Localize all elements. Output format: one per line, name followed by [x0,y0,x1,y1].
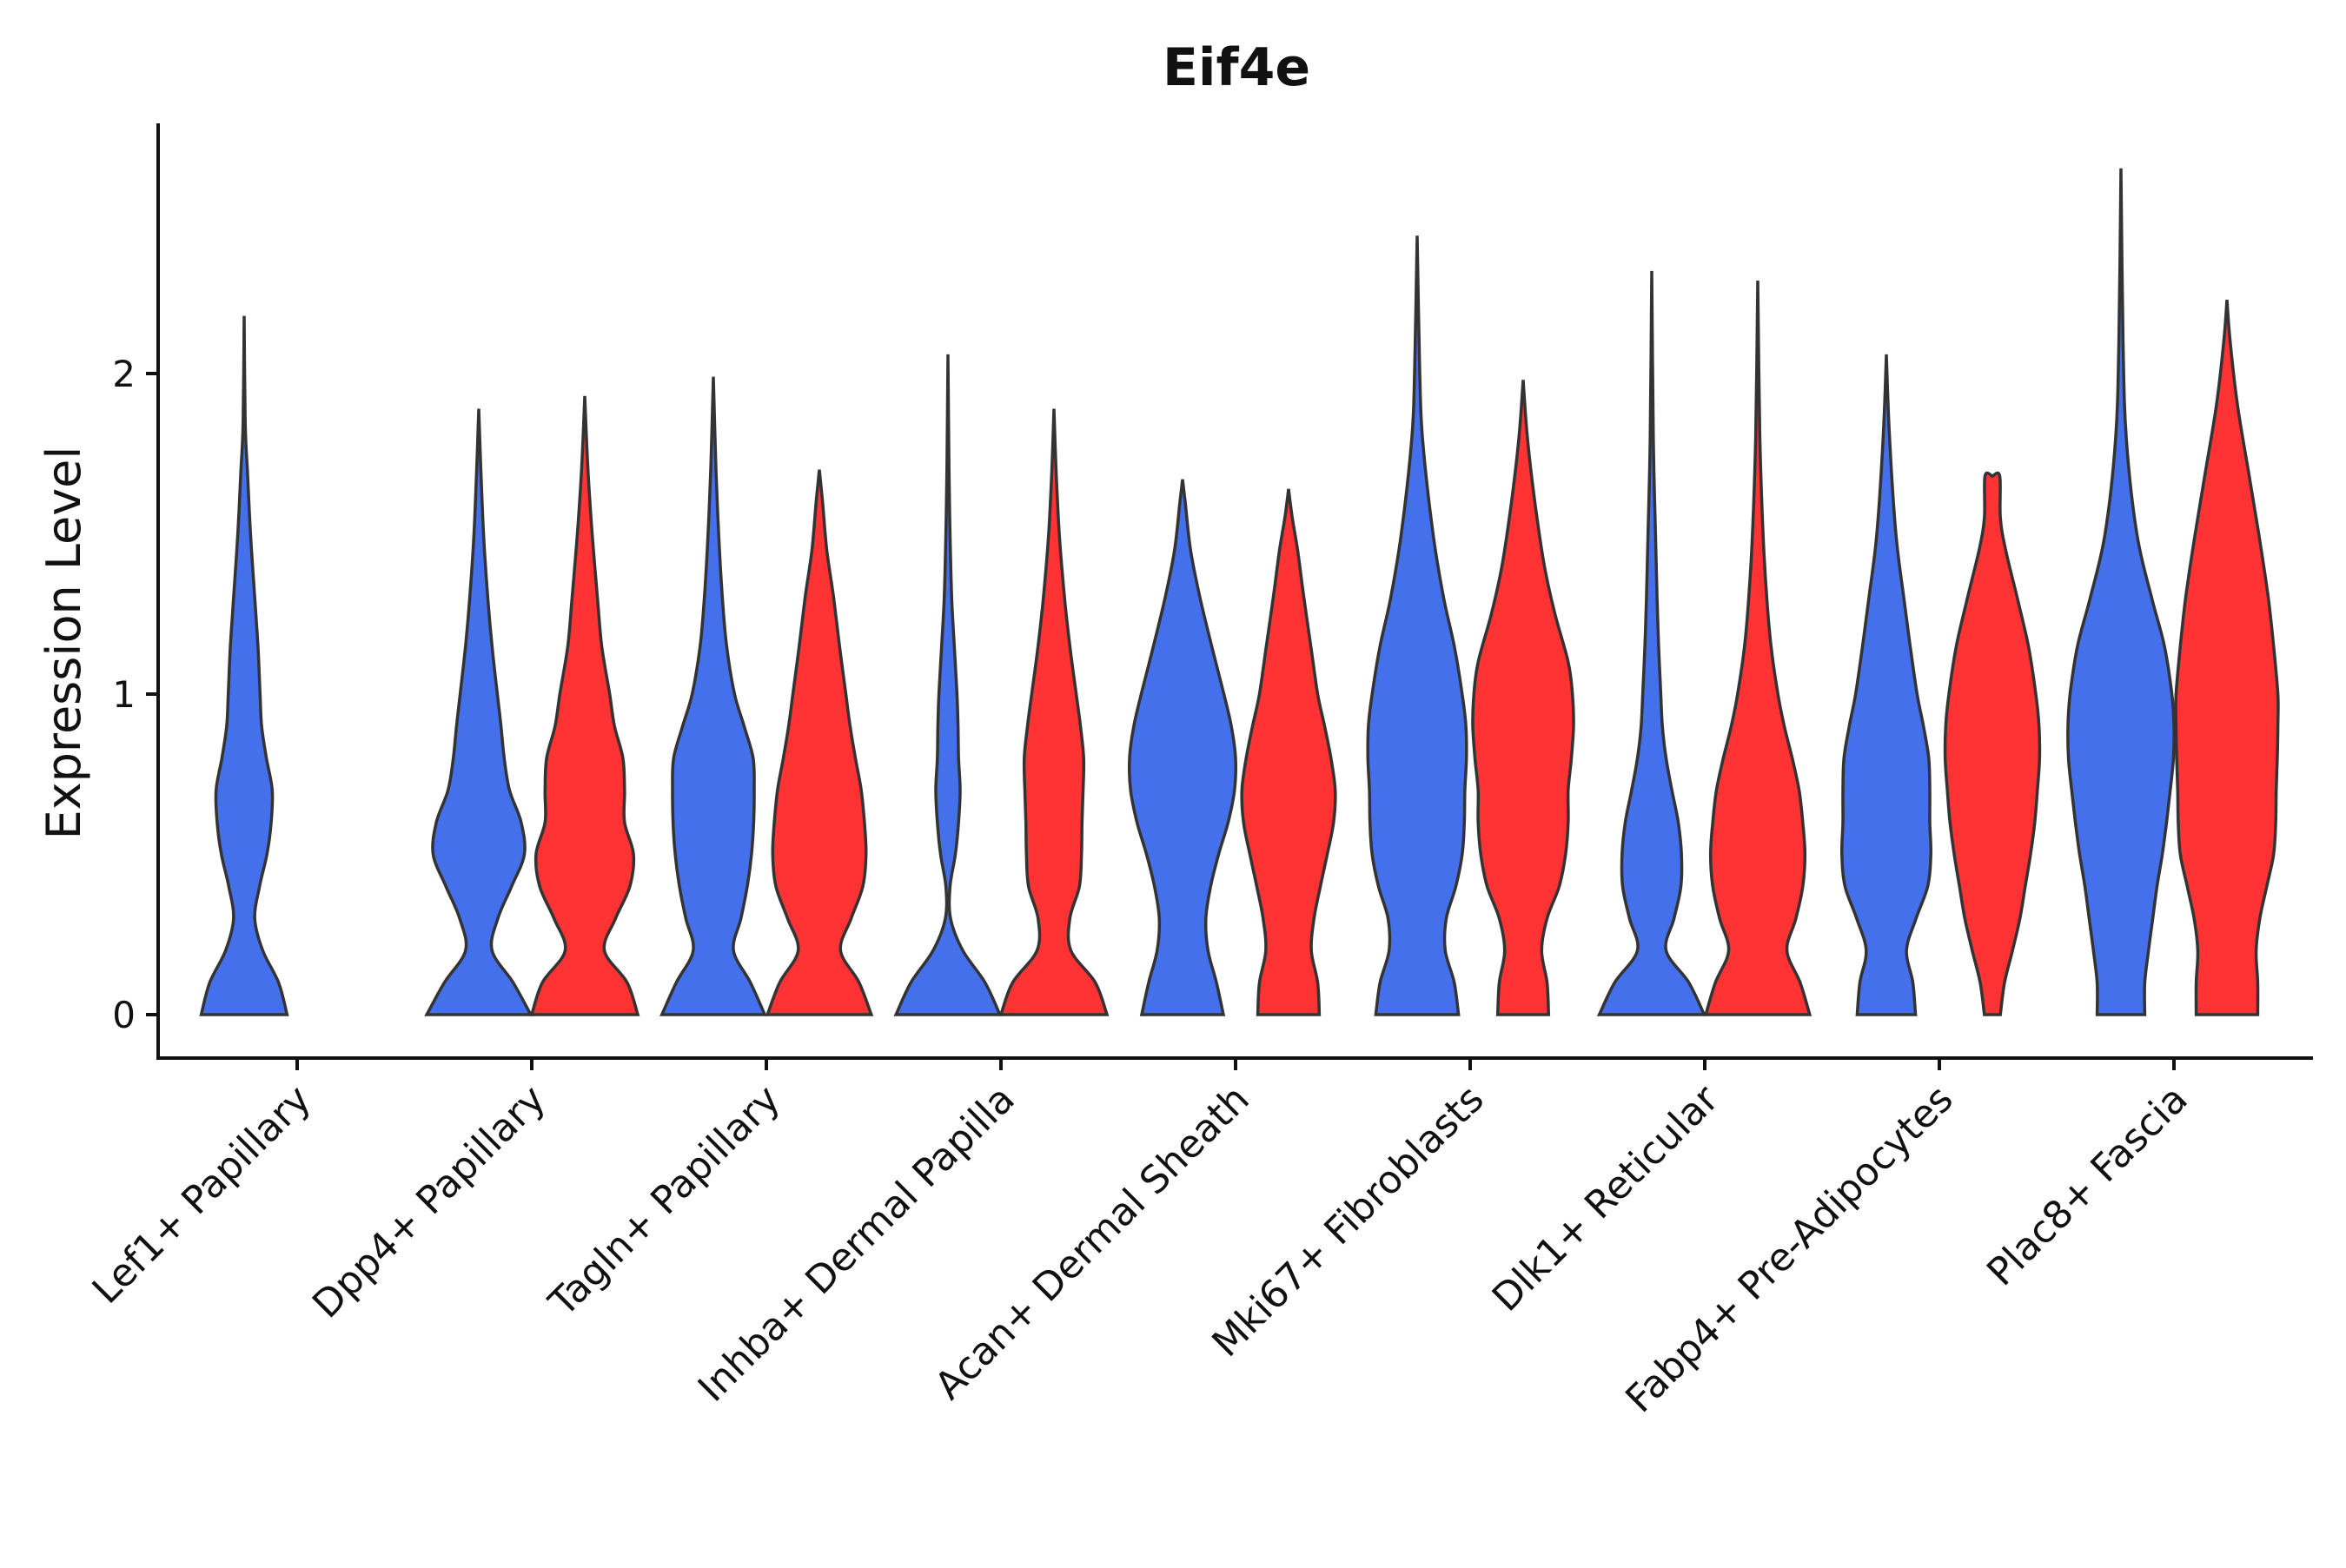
chart-title: Eif4e [1163,37,1310,98]
violin-red [765,469,874,1016]
violin-red [1471,380,1575,1016]
x-tick-label: Dpp4+ Papillary [304,1077,554,1327]
violin-red [1703,280,1813,1016]
violin-blue [1366,235,1468,1016]
x-tick-label: Plac8+ Fascia [1978,1077,2197,1295]
x-tick-label: Lef1+ Papillary [84,1077,320,1313]
violin-blue [2066,168,2176,1016]
violin-red [1240,488,1337,1016]
violin-blue [1596,270,1707,1016]
violin-red [529,395,640,1016]
y-ticks: 0 1 2 [112,353,158,1036]
violin-red [2174,299,2280,1016]
violin-blue [199,315,289,1016]
violin-red [1943,471,2042,1016]
violin-red [998,408,1110,1016]
violin-blue [424,408,533,1016]
violin-blue [659,376,767,1016]
violin-blue [1839,354,1933,1016]
violin-blue [893,354,1003,1016]
y-tick-label: 2 [112,353,136,395]
violin-layer [199,168,2280,1016]
y-axis-label: Expression Level [36,447,91,840]
violin-blue [1127,479,1238,1016]
x-tick-label: Tagln+ Papillary [540,1077,789,1326]
y-tick-label: 0 [112,994,136,1036]
x-tick-label: Mki67+ Fibroblasts [1203,1077,1492,1366]
y-tick-label: 1 [112,673,136,716]
x-tick-label: Dlk1+ Reticular [1484,1076,1728,1320]
